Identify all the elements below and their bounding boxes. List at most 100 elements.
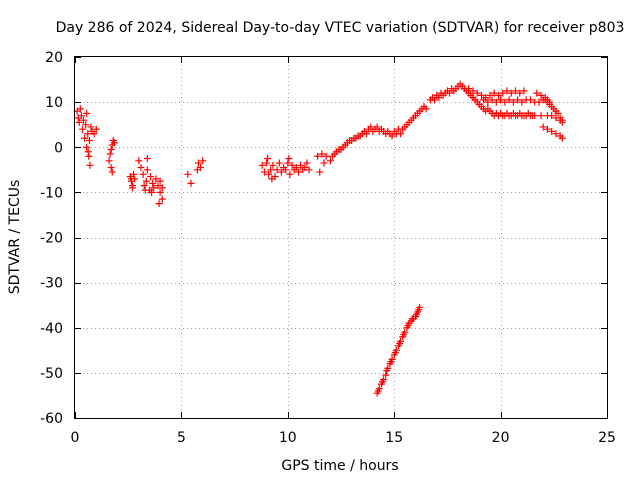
data-point (85, 152, 93, 160)
data-point (469, 87, 477, 95)
y-tick-label: -40 (40, 321, 63, 337)
data-point (415, 306, 423, 314)
data-point (267, 166, 275, 174)
data-point (268, 175, 276, 183)
data-point (388, 132, 396, 140)
data-point (76, 105, 84, 113)
data-point (83, 143, 91, 151)
data-point (199, 157, 207, 165)
data-point (413, 310, 421, 318)
grid (75, 57, 607, 418)
data-point (539, 123, 547, 131)
data-point (292, 164, 300, 172)
data-point (77, 112, 85, 120)
data-point (263, 159, 271, 167)
y-tick-label: -50 (40, 366, 63, 382)
data-point (275, 159, 283, 167)
data-point (537, 112, 545, 120)
data-point (422, 105, 430, 113)
y-tick-label: 20 (45, 50, 63, 66)
data-point (148, 188, 156, 196)
y-tick-label: -10 (40, 185, 63, 201)
data-point (297, 161, 305, 169)
data-point (499, 89, 507, 97)
data-point (139, 170, 147, 178)
data-point (158, 195, 166, 203)
plot-frame (74, 56, 608, 419)
data-point (558, 118, 566, 126)
y-tick-label: -20 (40, 231, 63, 247)
data-point (477, 91, 485, 99)
data-point (486, 91, 494, 99)
data-point (543, 125, 551, 133)
data-point (81, 134, 89, 142)
x-tick-label: 25 (598, 430, 616, 446)
data-point (258, 161, 266, 169)
data-point (305, 166, 313, 174)
data-point (87, 123, 95, 131)
data-point (397, 130, 405, 138)
data-point (105, 157, 113, 165)
data-point (408, 315, 416, 323)
y-tick-label: -60 (40, 411, 63, 427)
data-point (505, 96, 513, 104)
data-point (286, 170, 294, 178)
data-point (318, 150, 326, 158)
data-point (152, 175, 160, 183)
data-point (546, 98, 554, 106)
data-point (184, 170, 192, 178)
y-tick-label: 0 (54, 140, 63, 156)
data-point (514, 96, 522, 104)
x-tick-label: 0 (71, 430, 80, 446)
data-point (320, 159, 328, 167)
data-point (367, 123, 375, 131)
data-point (391, 349, 399, 357)
data-point (548, 127, 556, 135)
y-tick-label: 10 (45, 95, 63, 111)
data-point (154, 182, 162, 190)
data-point (143, 166, 151, 174)
data-point (531, 112, 539, 120)
data-point (150, 184, 158, 192)
data-point (490, 89, 498, 97)
data-point (492, 98, 500, 106)
data-point (92, 125, 100, 133)
data-point (80, 116, 88, 124)
data-point (326, 157, 334, 165)
data-point (107, 164, 115, 172)
x-tick-label: 10 (279, 430, 297, 446)
data-point (383, 367, 391, 375)
data-point (435, 94, 443, 102)
data-point (316, 168, 324, 176)
data-point (149, 179, 157, 187)
data-point (501, 98, 509, 106)
data-point (288, 161, 296, 169)
data-point (552, 130, 560, 138)
axis-ticks: 0 5 10 15 20 25 -60 -50 -40 -30 -20 -10 0 10 20 (40, 50, 616, 446)
data-point (282, 166, 290, 174)
data-point (396, 340, 404, 348)
data-point (558, 134, 566, 142)
chart-title: Day 286 of 2024, Sidereal Day-to-day VTE… (56, 20, 625, 36)
data-point (156, 188, 164, 196)
data-point (516, 89, 524, 97)
data-point (526, 96, 534, 104)
data-point (137, 164, 145, 172)
data-point (269, 161, 277, 169)
data-point (303, 159, 311, 167)
y-tick-label: -30 (40, 276, 63, 292)
data-point (140, 182, 148, 190)
data-point (260, 168, 268, 176)
data-point (143, 155, 151, 163)
data-point (322, 152, 330, 160)
data-point (265, 170, 273, 178)
data-point (155, 200, 163, 208)
x-tick-label: 20 (492, 430, 510, 446)
data-point (110, 139, 118, 147)
data-point (82, 121, 90, 129)
data-point (378, 378, 386, 386)
data-point (84, 130, 92, 138)
data-point (537, 91, 545, 99)
data-point (301, 164, 309, 172)
